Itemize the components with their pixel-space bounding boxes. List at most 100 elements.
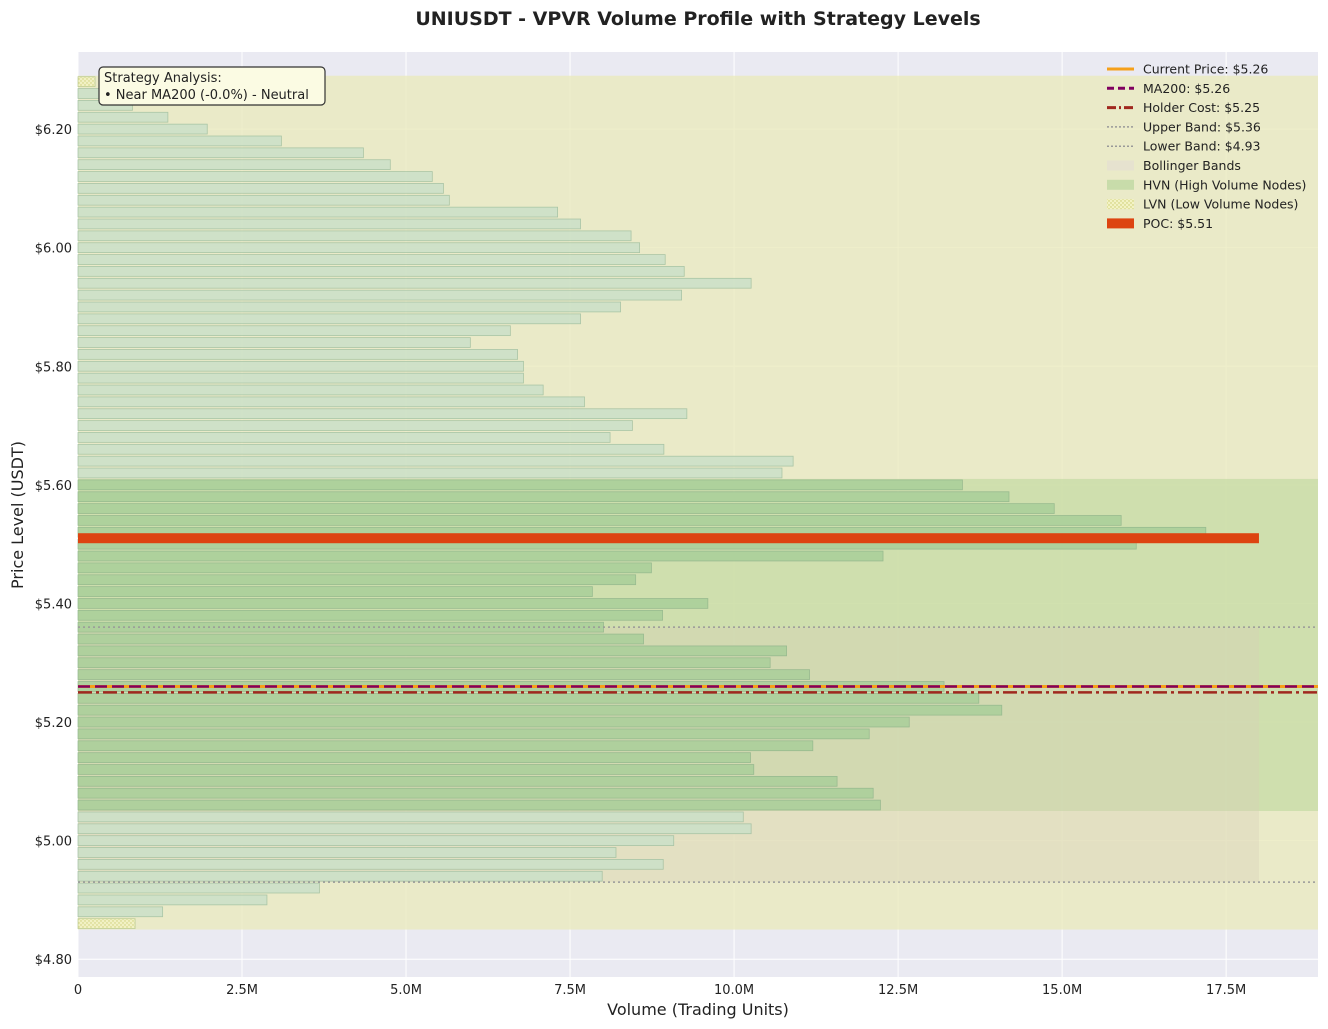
volume-bar — [77, 266, 685, 277]
strategy-annotation: Strategy Analysis: • Near MA200 (-0.0%) -… — [98, 66, 326, 106]
volume-bar — [77, 728, 870, 740]
volume-bar — [77, 384, 544, 396]
volume-bar — [77, 479, 963, 491]
volume-bar — [77, 775, 838, 787]
volume-bar — [77, 455, 794, 467]
legend-swatch — [1107, 199, 1134, 210]
x-tick-label: 10.0M — [714, 983, 754, 998]
volume-bar — [77, 764, 755, 775]
volume-bar — [77, 432, 611, 443]
volume-bar — [77, 752, 751, 763]
volume-bar — [77, 633, 644, 645]
volume-bar — [77, 325, 511, 337]
legend-label: MA200: $5.26 — [1143, 81, 1230, 96]
legend-swatch — [1107, 218, 1134, 229]
y-tick-label: $6.20 — [35, 123, 72, 138]
volume-bar — [77, 396, 585, 408]
volume-bar — [77, 408, 688, 420]
volume-bar — [77, 657, 771, 669]
volume-bar — [77, 337, 471, 348]
legend-label: Lower Band: $4.93 — [1143, 139, 1260, 154]
volume-bar — [77, 811, 744, 823]
volume-bar — [77, 503, 1055, 514]
volume-bar — [77, 562, 652, 574]
volume-bar — [77, 491, 1010, 503]
volume-bar — [77, 787, 874, 799]
volume-bar — [77, 206, 558, 218]
volume-bar — [77, 645, 787, 657]
volume-bar — [77, 443, 665, 455]
volume-bar — [77, 716, 910, 728]
legend-label: Holder Cost: $5.25 — [1143, 100, 1260, 115]
annotation-line: • Near MA200 (-0.0%) - Neutral — [104, 88, 309, 103]
volume-bar — [77, 823, 752, 835]
volume-bar — [77, 550, 884, 562]
watermark: @ AI 看盘 — [1230, 992, 1322, 1016]
volume-bar — [77, 242, 641, 254]
volume-bar — [77, 740, 814, 752]
y-axis-ticks: $4.80 $5.00 $5.20 $5.40 $5.60 $5.80 $6.00 $6.20 — [35, 123, 72, 968]
chart-title: UNIUSDT - VPVR Volume Profile with Strat… — [415, 8, 980, 30]
legend-label: Bollinger Bands — [1143, 158, 1241, 173]
volume-bar — [77, 372, 524, 384]
y-tick-label: $6.00 — [35, 242, 72, 257]
legend-swatch — [1107, 179, 1134, 190]
volume-bar — [77, 254, 666, 265]
volume-bar — [77, 847, 617, 858]
volume-bar — [77, 147, 364, 159]
volume-bar — [77, 586, 593, 597]
volume-bar — [77, 301, 621, 313]
legend-swatch — [1107, 160, 1134, 171]
volume-bar — [77, 515, 1122, 526]
y-tick-label: $5.80 — [35, 360, 72, 375]
annotation-box — [98, 66, 326, 106]
legend-label: Current Price: $5.26 — [1143, 62, 1268, 77]
volume-bar — [77, 135, 282, 147]
volume-bar — [77, 289, 682, 301]
volume-bar — [77, 882, 320, 894]
volume-bar — [77, 313, 581, 325]
volume-bar — [77, 799, 881, 811]
legend-label: HVN (High Volume Nodes) — [1143, 177, 1306, 192]
x-tick-label: 15.0M — [1042, 983, 1082, 998]
poc-bar — [78, 533, 1259, 544]
volume-bar — [77, 349, 518, 360]
volume-bar — [77, 360, 524, 372]
x-tick-label: 2.5M — [226, 983, 258, 998]
x-axis-label: Volume (Trading Units) — [607, 1000, 789, 1019]
plot-area — [77, 52, 1318, 977]
y-tick-label: $4.80 — [35, 953, 72, 968]
y-tick-label: $5.60 — [35, 479, 72, 494]
volume-bar — [77, 669, 810, 680]
volume-bar — [77, 218, 581, 230]
x-axis-ticks: 0 2.5M 5.0M 7.5M 10.0M 12.5M 15.0M 17.5M — [74, 983, 1246, 998]
volume-bar — [77, 574, 637, 586]
volume-bar — [77, 420, 633, 431]
volume-bar — [77, 159, 391, 170]
x-tick-label: 17.5M — [1206, 983, 1246, 998]
volume-bar — [77, 183, 444, 194]
volume-bar — [77, 870, 603, 882]
annotation-line: Strategy Analysis: — [104, 71, 222, 86]
x-tick-label: 0 — [74, 983, 82, 998]
volume-bar — [77, 704, 1003, 716]
volume-bar — [77, 171, 433, 182]
volume-bar — [77, 123, 208, 135]
volume-bar — [77, 859, 664, 870]
volume-bar — [77, 918, 136, 929]
volume-bar — [77, 194, 450, 206]
legend-label: POC: $5.51 — [1143, 216, 1213, 231]
y-axis-label: Price Level (USDT) — [8, 441, 27, 589]
volume-bar — [77, 111, 169, 123]
volume-bar — [77, 835, 675, 846]
volume-bar — [77, 894, 268, 906]
volume-bar — [77, 598, 709, 609]
volume-bar — [77, 277, 752, 289]
y-tick-label: $5.00 — [35, 835, 72, 850]
legend: Current Price: $5.26 MA200: $5.26 Holder C… — [1107, 62, 1306, 231]
y-tick-label: $5.20 — [35, 716, 72, 731]
y-tick-label: $5.40 — [35, 597, 72, 612]
legend-label: LVN (Low Volume Nodes) — [1143, 197, 1298, 212]
x-tick-label: 12.5M — [878, 983, 918, 998]
